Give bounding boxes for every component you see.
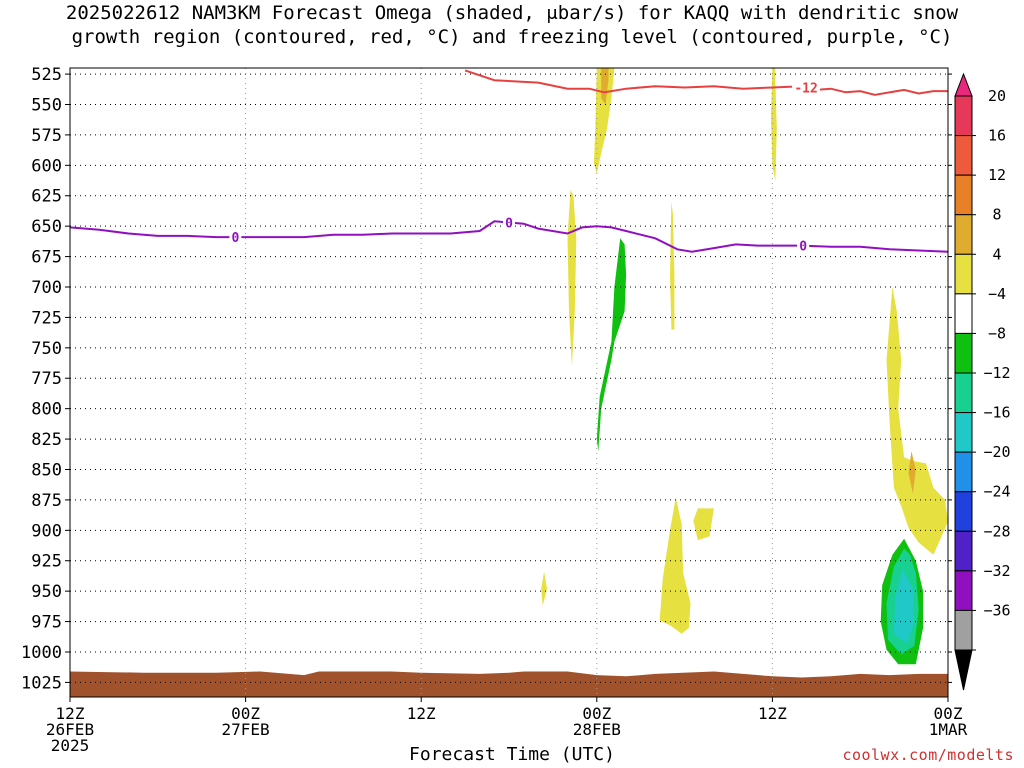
colorbar-bin — [954, 95, 973, 137]
y-tick-label: 750 — [31, 339, 62, 359]
colorbar-bin — [954, 372, 973, 414]
x-axis-title: Forecast Time (UTC) — [409, 744, 615, 765]
x-tick-label: 2025 — [51, 736, 90, 755]
contour-label-background — [792, 80, 821, 95]
contour-label-background — [503, 215, 515, 230]
y-tick-label: 775 — [31, 369, 62, 389]
grid-layer — [69, 68, 949, 697]
omega-region — [886, 287, 948, 555]
colorbar-label: −4 — [988, 285, 1006, 303]
contour-label-background — [797, 238, 810, 253]
colorbar-bin — [954, 135, 973, 176]
y-tick-label: 875 — [31, 491, 62, 511]
y-tick-label: 700 — [31, 278, 62, 298]
x-tick-label: 00Z — [934, 704, 963, 723]
colorbar-bin — [954, 174, 973, 216]
y-tick-label: 1000 — [21, 643, 62, 663]
y-tick-label: 800 — [31, 400, 62, 420]
y-tick-label: 825 — [31, 430, 62, 450]
terrain-shape — [70, 671, 948, 697]
y-tick-label: 1025 — [21, 673, 62, 693]
colorbar-bin — [954, 293, 973, 334]
y-tick-label: 550 — [31, 95, 62, 115]
colorbar: 20 16 12 8 4 −4 −8 −12 −16 −20 −24 −28 −32 −36 — [954, 72, 1011, 691]
omega-region — [908, 451, 916, 494]
colorbar-bin — [954, 570, 973, 611]
y-tick-label: 725 — [31, 308, 62, 328]
omega-region — [893, 569, 915, 644]
y-tick-label: 625 — [31, 187, 62, 207]
colorbar-label: 12 — [988, 166, 1006, 184]
omega-region — [693, 508, 714, 541]
colorbar-label: 8 — [992, 206, 1001, 224]
x-tick-label: 1MAR — [929, 720, 968, 739]
colorbar-label: −24 — [983, 483, 1010, 501]
y-tick-label: 675 — [31, 248, 62, 268]
contour-line-dendritic-growth — [464, 69, 948, 96]
omega-region — [596, 238, 627, 452]
y-tick-label: 525 — [31, 65, 62, 85]
colorbar-bin — [954, 332, 973, 374]
colorbar-bin — [954, 253, 973, 295]
omega-region — [601, 68, 609, 105]
omega-region — [541, 571, 547, 606]
chart-title-line-1: 2025022612 NAM3KM Forecast Omega (shaded… — [65, 2, 959, 24]
colorbar-bin — [954, 214, 973, 255]
x-tick-label: 00Z — [231, 704, 260, 723]
omega-region — [659, 497, 691, 634]
x-tick-label: 27FEB — [222, 720, 270, 739]
y-tick-label: 575 — [31, 126, 62, 146]
colorbar-bin — [954, 609, 973, 651]
colorbar-label: −36 — [983, 601, 1010, 619]
x-tick-label: 00Z — [582, 704, 611, 723]
colorbar-bin — [954, 530, 973, 572]
colorbar-label: −16 — [983, 404, 1010, 422]
omega-region — [593, 68, 615, 174]
y-tick-label: 900 — [31, 521, 62, 541]
colorbar-bottom-arrow — [954, 649, 973, 691]
y-tick-label: 600 — [31, 156, 62, 176]
x-tick-label: 12Z — [758, 704, 787, 723]
colorbar-label: −28 — [983, 522, 1010, 540]
colorbar-label: −32 — [983, 562, 1010, 580]
colorbar-label: 20 — [988, 87, 1006, 105]
colorbar-label: 16 — [988, 127, 1006, 145]
x-tick-label: 28FEB — [573, 720, 621, 739]
y-tick-label: 925 — [31, 552, 62, 572]
contour-label: 0 — [231, 231, 239, 246]
colorbar-label: −20 — [983, 443, 1010, 461]
contour-layer: -12 0 0 0 — [70, 69, 948, 255]
colorbar-bin — [954, 412, 973, 453]
omega-region — [770, 68, 777, 182]
x-tick-label: 12Z — [407, 704, 436, 723]
y-tick-label: 650 — [31, 217, 62, 237]
chart-title-line-2: growth region (contoured, red, °C) and f… — [71, 26, 953, 48]
colorbar-label: −12 — [983, 364, 1010, 382]
credit-text: coolwx.com/modelts — [842, 746, 1014, 764]
omega-region — [567, 189, 577, 367]
y-tick-label: 975 — [31, 613, 62, 633]
omega-shading-layer — [541, 68, 948, 665]
contour-label: -12 — [794, 81, 817, 96]
plot-frame — [69, 67, 949, 698]
x-tick-label: 12Z — [56, 704, 85, 723]
contour-label: 0 — [505, 217, 513, 232]
omega-region — [670, 201, 675, 330]
contour-label-background — [229, 230, 242, 245]
y-tick-label: 850 — [31, 460, 62, 480]
terrain-layer — [70, 671, 948, 697]
x-tick-label: 26FEB — [46, 720, 94, 739]
y-tick-label: 950 — [31, 582, 62, 602]
contour-label: 0 — [799, 240, 807, 255]
colorbar-label: 4 — [992, 245, 1001, 263]
colorbar-top-arrow — [954, 72, 973, 97]
y-axis: 525 550 575 600 625 650 675 700 725 750 775 800 825 8… — [21, 65, 952, 693]
colorbar-bin — [954, 451, 973, 493]
contour-line-freezing-level — [70, 220, 948, 253]
colorbar-bin — [954, 491, 973, 532]
colorbar-label: −8 — [988, 324, 1006, 342]
